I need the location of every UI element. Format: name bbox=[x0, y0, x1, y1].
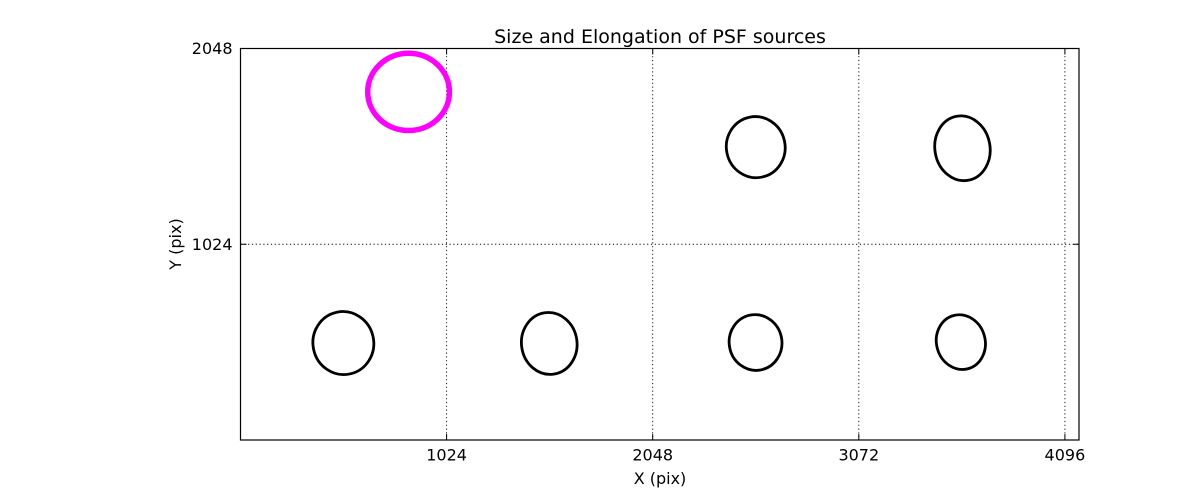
psf-source-ellipse bbox=[520, 311, 579, 376]
y-tick-label: 1024 bbox=[192, 235, 233, 254]
x-tick-label: 3072 bbox=[838, 446, 879, 465]
tick-marks-layer bbox=[240, 48, 1079, 440]
gridlines-layer bbox=[240, 48, 1079, 440]
highlighted-psf-source-ellipse bbox=[364, 50, 453, 134]
psf-source-ellipse bbox=[933, 114, 992, 183]
psf-source-ellipse bbox=[311, 310, 376, 376]
y-tick-label: 2048 bbox=[192, 39, 233, 58]
x-axis-label: X (pix) bbox=[634, 469, 687, 488]
chart-title: Size and Elongation of PSF sources bbox=[494, 26, 826, 48]
y-axis-label: Y (pix) bbox=[166, 218, 185, 270]
psf-source-ellipse bbox=[724, 115, 787, 180]
tick-labels-layer: 1024 2048 3072 4096 1024 2048 bbox=[192, 39, 1085, 465]
x-tick-label: 2048 bbox=[632, 446, 673, 465]
x-tick-label: 4096 bbox=[1045, 446, 1086, 465]
x-tick-label: 1024 bbox=[426, 446, 467, 465]
psf-ellipses-layer bbox=[311, 50, 992, 376]
psf-source-ellipse bbox=[727, 313, 784, 372]
psf-source-ellipse bbox=[934, 313, 987, 371]
